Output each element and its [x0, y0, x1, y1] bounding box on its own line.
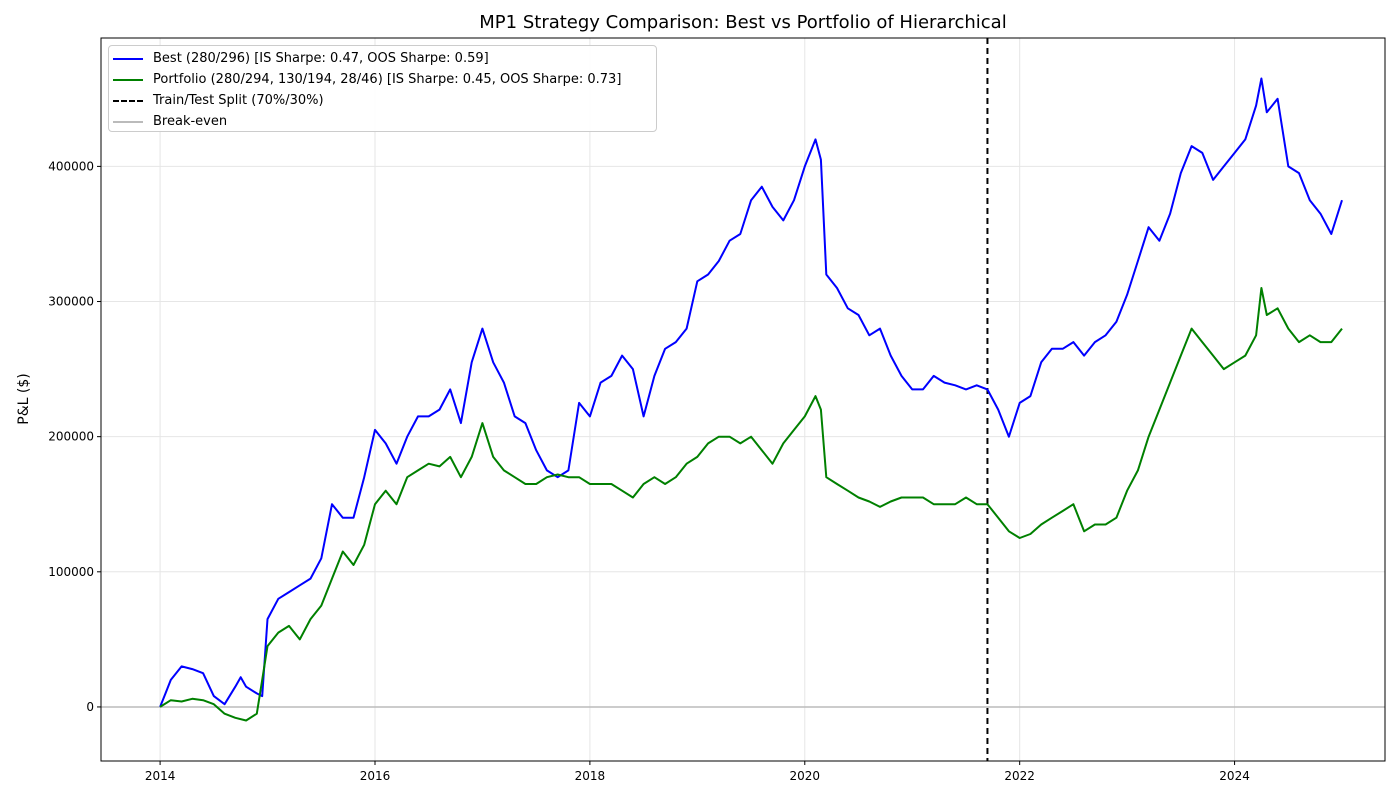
chart-title: MP1 Strategy Comparison: Best vs Portfol…: [479, 12, 1007, 33]
y-tick-label: 200000: [48, 430, 94, 444]
x-tick-label: 2024: [1219, 769, 1250, 783]
y-tick-label: 300000: [48, 295, 94, 309]
x-tick-label: 2018: [575, 769, 606, 783]
legend-entry-best: Best (280/296) [IS Sharpe: 0.47, OOS Sha…: [109, 48, 656, 69]
legend-swatch-breakeven: [113, 120, 143, 123]
legend-label-split: Train/Test Split (70%/30%): [153, 93, 324, 108]
series-layer: [159, 77, 1343, 722]
legend: Best (280/296) [IS Sharpe: 0.47, OOS Sha…: [108, 45, 657, 132]
x-tick-label: 2020: [790, 769, 821, 783]
legend-label-breakeven: Break-even: [153, 114, 228, 129]
legend-swatch-split: [113, 99, 143, 102]
x-tick-label: 2014: [145, 769, 176, 783]
tick-layer: 2014 2016 2018 2020 2022 2024 0 100000 200000 300…: [48, 159, 1250, 783]
reference-lines: [101, 38, 1385, 761]
legend-swatch-best: [113, 57, 143, 60]
y-tick-label: 100000: [48, 565, 94, 579]
series-portfolio-line: [159, 287, 1343, 722]
x-tick-label: 2016: [360, 769, 391, 783]
legend-swatch-portfolio: [113, 78, 143, 81]
legend-entry-breakeven: Break-even: [109, 111, 656, 132]
legend-entry-portfolio: Portfolio (280/294, 130/194, 28/46) [IS …: [109, 69, 656, 90]
legend-label-portfolio: Portfolio (280/294, 130/194, 28/46) [IS …: [153, 72, 622, 87]
legend-entry-split: Train/Test Split (70%/30%): [109, 90, 656, 111]
y-tick-label: 0: [86, 700, 94, 714]
y-tick-label: 400000: [48, 159, 94, 173]
plot-frame: [100, 37, 1386, 762]
x-tick-label: 2022: [1004, 769, 1035, 783]
legend-label-best: Best (280/296) [IS Sharpe: 0.47, OOS Sha…: [153, 51, 489, 66]
series-best-line: [159, 77, 1343, 708]
